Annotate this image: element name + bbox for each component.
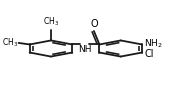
Text: CH$_3$: CH$_3$ bbox=[43, 16, 59, 28]
Text: NH: NH bbox=[78, 45, 92, 54]
Text: NH$_2$: NH$_2$ bbox=[144, 37, 163, 50]
Text: Cl: Cl bbox=[144, 49, 154, 59]
Text: O: O bbox=[90, 19, 98, 29]
Text: CH$_3$: CH$_3$ bbox=[2, 36, 18, 49]
